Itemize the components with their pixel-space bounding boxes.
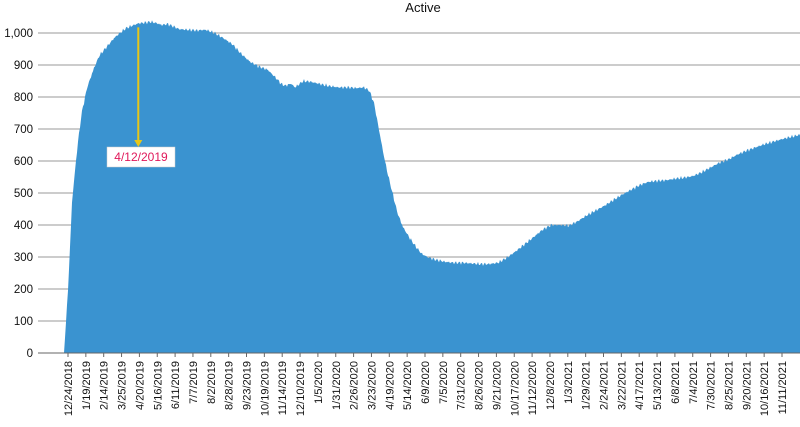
y-tick-label: 1,000 — [4, 28, 33, 40]
x-tick-label: 4/20/2019 — [134, 361, 146, 410]
annotation-box — [106, 146, 176, 168]
y-tick-label: 100 — [14, 316, 33, 328]
y-tick-label: 200 — [14, 284, 33, 296]
x-tick-label: 5/14/2020 — [402, 361, 414, 410]
plot-area — [38, 20, 800, 354]
x-tick-label: 12/24/2018 — [63, 361, 75, 416]
y-tick-label: 700 — [14, 124, 33, 136]
x-tick-label: 8/26/2020 — [474, 361, 486, 410]
y-tick-label: 500 — [14, 188, 33, 200]
x-tick-label: 6/11/2019 — [170, 361, 182, 409]
x-tick-label: 3/23/2020 — [366, 361, 378, 410]
x-tick-label: 7/7/2019 — [188, 361, 200, 404]
x-tick-label: 7/31/2020 — [456, 361, 468, 410]
x-tick-label: 11/12/2020 — [527, 361, 539, 415]
x-tick-label: 10/16/2021 — [759, 361, 771, 416]
x-tick-label: 1/3/2021 — [563, 361, 575, 404]
x-tick-label: 2/14/2019 — [99, 361, 111, 410]
x-tick-label: 2/26/2020 — [349, 361, 361, 410]
x-tick-label: 1/5/2020 — [313, 361, 325, 404]
y-tick-label: 600 — [14, 156, 33, 168]
y-tick-label: 0 — [27, 348, 33, 360]
x-tick-label: 7/5/2020 — [438, 361, 450, 404]
x-tick-label: 1/31/2020 — [331, 361, 343, 410]
x-tick-label: 11/11/2021 — [777, 361, 789, 414]
y-tick-label: 300 — [14, 252, 33, 264]
x-tick-label: 5/16/2019 — [152, 361, 164, 410]
x-tick-label: 4/19/2020 — [384, 361, 396, 410]
x-axis: 12/24/2018 1/19/2019 2/14/2019 3/25/2019 4/2… — [63, 353, 789, 416]
x-tick-label: 8/2/2019 — [206, 361, 218, 404]
x-tick-label: 12/8/2020 — [545, 361, 557, 410]
x-tick-label: 7/4/2021 — [688, 361, 700, 404]
x-tick-label: 12/10/2019 — [295, 361, 307, 416]
x-tick-label: 9/20/2021 — [741, 361, 753, 410]
y-tick-label: 900 — [14, 60, 33, 72]
x-tick-label: 9/21/2020 — [491, 361, 503, 410]
x-tick-label: 3/22/2021 — [616, 361, 628, 410]
x-tick-label: 7/30/2021 — [706, 361, 718, 410]
y-tick-label: 400 — [14, 220, 33, 232]
x-tick-label: 9/23/2019 — [242, 361, 254, 410]
chart-title: Active — [405, 0, 440, 15]
x-tick-label: 6/9/2020 — [420, 361, 432, 404]
x-tick-label: 3/25/2019 — [117, 361, 129, 410]
y-tick-label: 800 — [14, 92, 33, 104]
x-tick-label: 4/17/2021 — [634, 361, 646, 410]
x-tick-label: 8/28/2019 — [224, 361, 236, 410]
x-tick-label: 1/29/2021 — [581, 361, 593, 410]
x-tick-label: 10/19/2019 — [259, 361, 271, 416]
x-tick-label: 5/13/2021 — [652, 361, 664, 410]
annotation-arrowhead — [134, 140, 143, 147]
x-tick-label: 2/24/2021 — [599, 361, 611, 410]
annotation-label: 4/12/2019 — [114, 150, 168, 164]
y-axis: 0 100 200 300 400 500 600 700 800 900 1,000 — [4, 28, 33, 360]
x-tick-label: 11/14/2019 — [277, 361, 289, 415]
annotation: 4/12/2019 — [106, 27, 176, 168]
x-tick-label: 10/17/2020 — [509, 361, 521, 416]
x-tick-label: 8/25/2021 — [723, 361, 735, 410]
active-area-series — [64, 20, 800, 353]
x-tick-label: 6/8/2021 — [670, 361, 682, 404]
x-tick-label: 1/19/2019 — [81, 361, 93, 410]
